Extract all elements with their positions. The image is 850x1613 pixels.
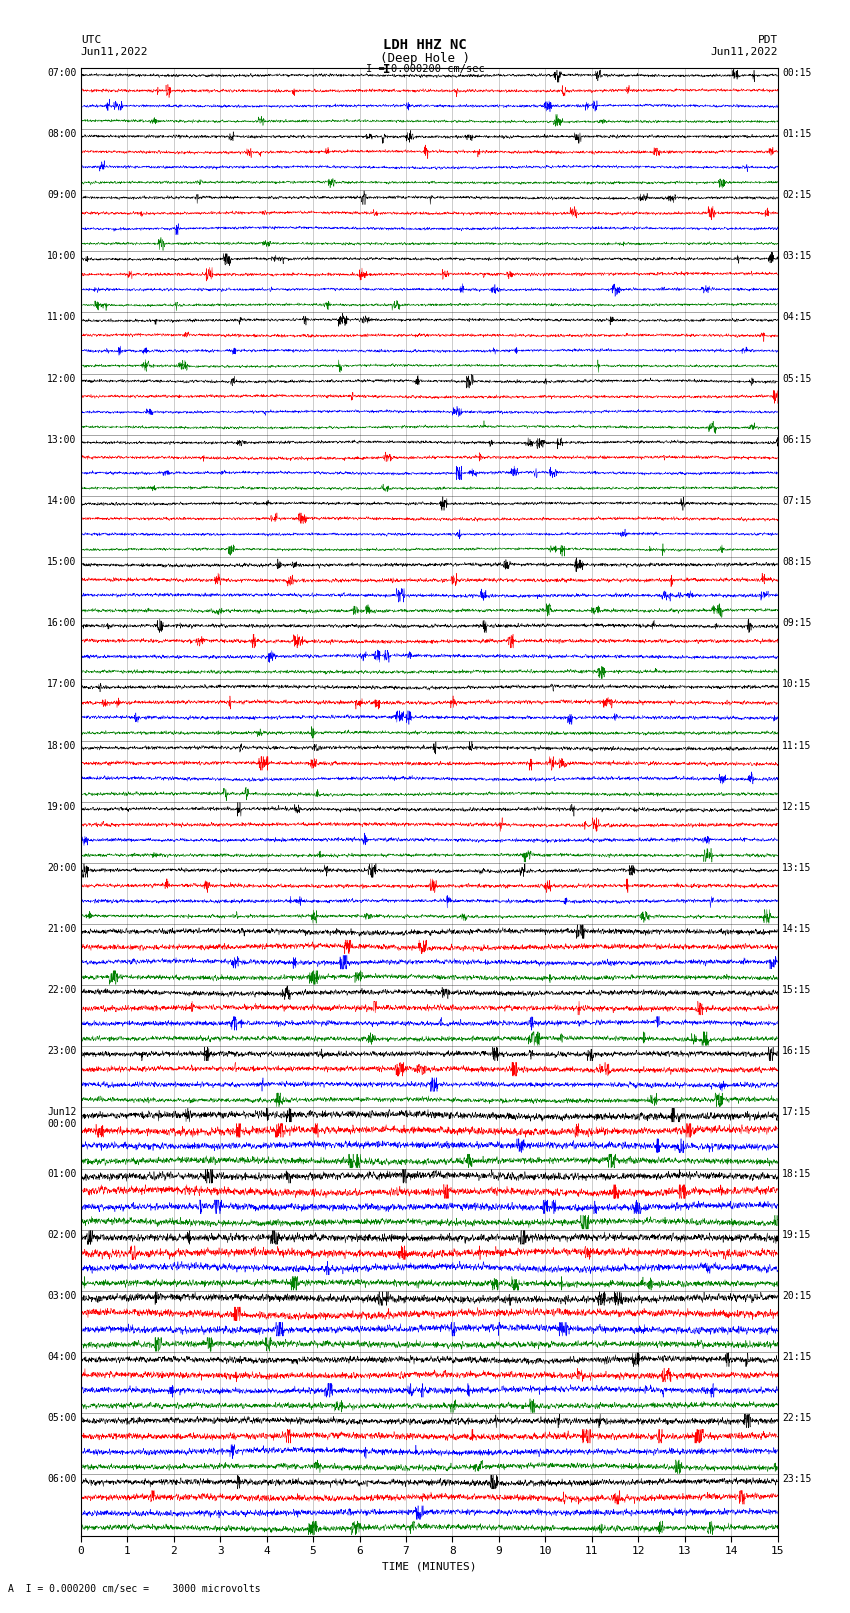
Text: LDH HHZ NC: LDH HHZ NC — [383, 39, 467, 52]
Text: 22:00: 22:00 — [47, 986, 76, 995]
Text: 12:15: 12:15 — [782, 802, 812, 811]
Text: 00:15: 00:15 — [782, 68, 812, 77]
Text: 10:15: 10:15 — [782, 679, 812, 689]
Text: 14:00: 14:00 — [47, 495, 76, 506]
Text: Jun11,2022: Jun11,2022 — [711, 47, 778, 56]
Text: 02:15: 02:15 — [782, 190, 812, 200]
Text: A  I = 0.000200 cm/sec =    3000 microvolts: A I = 0.000200 cm/sec = 3000 microvolts — [8, 1584, 261, 1594]
Text: 19:15: 19:15 — [782, 1229, 812, 1240]
Text: PDT: PDT — [757, 35, 778, 45]
Text: 23:00: 23:00 — [47, 1047, 76, 1057]
Text: 16:00: 16:00 — [47, 618, 76, 627]
Text: 10:00: 10:00 — [47, 252, 76, 261]
Text: I = 0.000200 cm/sec: I = 0.000200 cm/sec — [366, 65, 484, 74]
Text: 09:00: 09:00 — [47, 190, 76, 200]
Text: 07:15: 07:15 — [782, 495, 812, 506]
Text: 17:15: 17:15 — [782, 1108, 812, 1118]
Text: 13:00: 13:00 — [47, 436, 76, 445]
Text: UTC: UTC — [81, 35, 101, 45]
Text: 23:15: 23:15 — [782, 1474, 812, 1484]
Text: Jun11,2022: Jun11,2022 — [81, 47, 148, 56]
Text: 05:15: 05:15 — [782, 374, 812, 384]
Text: 06:15: 06:15 — [782, 436, 812, 445]
Text: 19:00: 19:00 — [47, 802, 76, 811]
Text: 11:00: 11:00 — [47, 313, 76, 323]
Text: 06:00: 06:00 — [47, 1474, 76, 1484]
Text: I: I — [383, 63, 390, 76]
Text: 12:00: 12:00 — [47, 374, 76, 384]
Text: 09:15: 09:15 — [782, 618, 812, 627]
Text: 17:00: 17:00 — [47, 679, 76, 689]
Text: 08:00: 08:00 — [47, 129, 76, 139]
Text: (Deep Hole ): (Deep Hole ) — [380, 52, 470, 65]
Text: 18:15: 18:15 — [782, 1168, 812, 1179]
Text: 18:00: 18:00 — [47, 740, 76, 750]
Text: 03:15: 03:15 — [782, 252, 812, 261]
Text: 07:00: 07:00 — [47, 68, 76, 77]
Text: 13:15: 13:15 — [782, 863, 812, 873]
Text: 16:15: 16:15 — [782, 1047, 812, 1057]
Text: 01:15: 01:15 — [782, 129, 812, 139]
Text: 04:00: 04:00 — [47, 1352, 76, 1361]
Text: 05:00: 05:00 — [47, 1413, 76, 1423]
Text: 20:00: 20:00 — [47, 863, 76, 873]
Text: 08:15: 08:15 — [782, 556, 812, 568]
Text: 15:00: 15:00 — [47, 556, 76, 568]
Text: 22:15: 22:15 — [782, 1413, 812, 1423]
Text: 03:00: 03:00 — [47, 1290, 76, 1302]
Text: 04:15: 04:15 — [782, 313, 812, 323]
Text: 21:15: 21:15 — [782, 1352, 812, 1361]
X-axis label: TIME (MINUTES): TIME (MINUTES) — [382, 1561, 477, 1571]
Text: Jun12
00:00: Jun12 00:00 — [47, 1108, 76, 1129]
Text: 20:15: 20:15 — [782, 1290, 812, 1302]
Text: 01:00: 01:00 — [47, 1168, 76, 1179]
Text: 14:15: 14:15 — [782, 924, 812, 934]
Text: 11:15: 11:15 — [782, 740, 812, 750]
Text: 15:15: 15:15 — [782, 986, 812, 995]
Text: 21:00: 21:00 — [47, 924, 76, 934]
Text: 02:00: 02:00 — [47, 1229, 76, 1240]
